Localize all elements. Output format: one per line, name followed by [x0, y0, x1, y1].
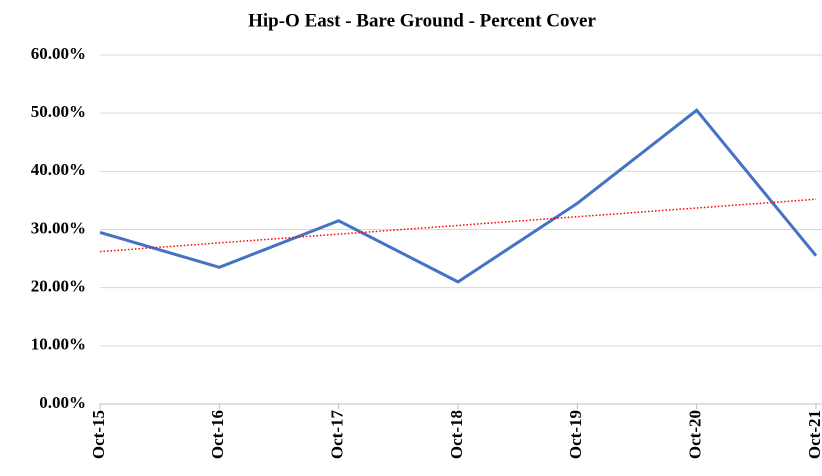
y-tick-label: 30.00% [31, 218, 86, 237]
x-tick-label: Oct-17 [328, 410, 347, 460]
x-tick-label: Oct-15 [89, 410, 108, 459]
y-tick-label: 0.00% [39, 393, 86, 412]
trendline [99, 198, 817, 253]
x-tick-label: Oct-19 [566, 410, 585, 459]
data-line [99, 108, 818, 284]
y-tick-label: 50.00% [31, 102, 86, 121]
y-tick-label: 10.00% [31, 335, 86, 354]
y-tick-label: 60.00% [31, 44, 86, 63]
x-tick-label: Oct-16 [208, 410, 227, 459]
x-tick-label: Oct-21 [805, 410, 822, 459]
chart-title: Hip-O East - Bare Ground - Percent Cover [248, 10, 596, 31]
x-tick-label: Oct-18 [447, 410, 466, 459]
x-tick-label: Oct-20 [686, 410, 705, 459]
y-tick-label: 20.00% [31, 277, 86, 296]
y-tick-label: 40.00% [31, 160, 86, 179]
